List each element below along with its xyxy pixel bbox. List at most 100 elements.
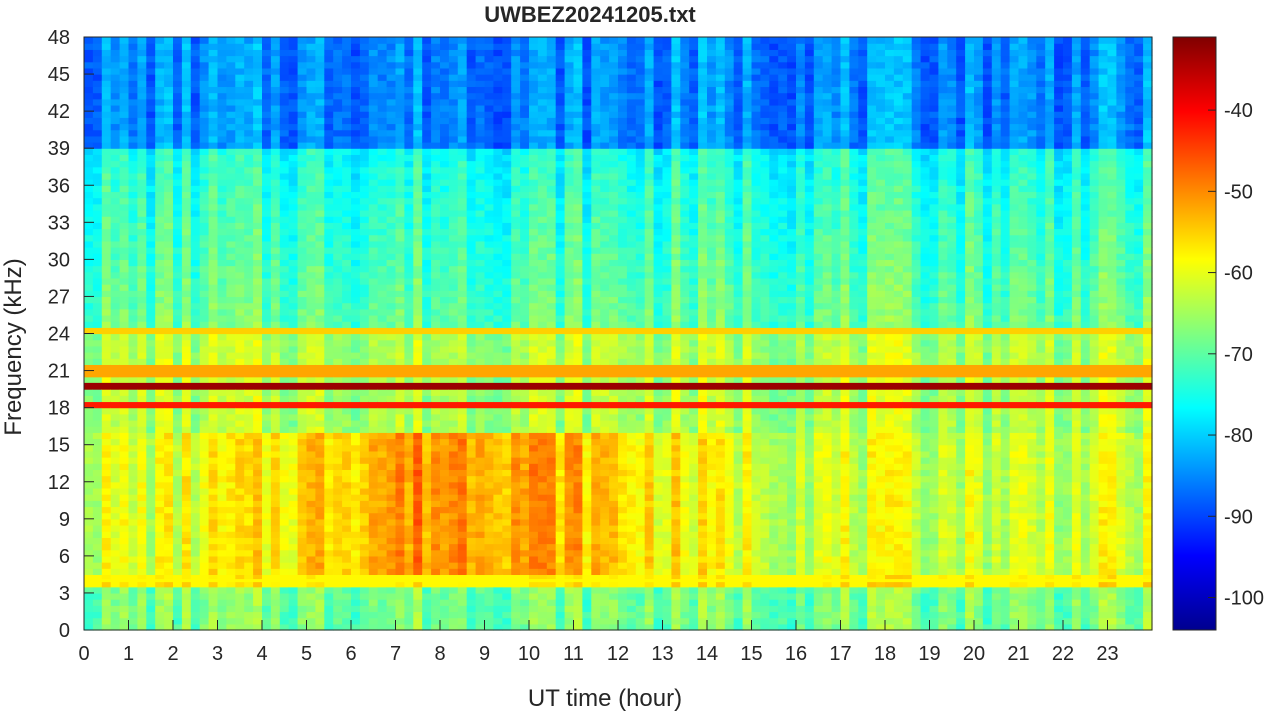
- heatmap-cell: [502, 500, 512, 507]
- heatmap-cell: [120, 395, 130, 402]
- heatmap-cell: [155, 611, 165, 618]
- heatmap-cell: [182, 346, 192, 353]
- heatmap-cell: [298, 519, 308, 526]
- heatmap-cell: [449, 426, 459, 433]
- heatmap-cell: [182, 37, 192, 44]
- heatmap-cell: [333, 62, 343, 69]
- heatmap-cell: [520, 247, 530, 254]
- heatmap-cell: [191, 259, 201, 266]
- heatmap-cell: [529, 74, 539, 81]
- heatmap-cell: [111, 439, 121, 446]
- heatmap-cell: [431, 43, 441, 50]
- heatmap-cell: [102, 241, 112, 248]
- heatmap-cell: [280, 117, 290, 124]
- heatmap-cell: [235, 420, 245, 427]
- heatmap-cell: [440, 377, 450, 384]
- heatmap-cell: [102, 476, 112, 483]
- heatmap-cell: [182, 494, 192, 501]
- heatmap-cell: [342, 290, 352, 297]
- heatmap-cell: [84, 544, 94, 551]
- heatmap-cell: [431, 352, 441, 359]
- heatmap-cell: [244, 519, 254, 526]
- heatmap-cell: [271, 185, 281, 192]
- heatmap-cell: [511, 408, 521, 415]
- heatmap-cell: [93, 278, 103, 285]
- heatmap-cell: [378, 161, 388, 168]
- heatmap-cell: [404, 519, 414, 526]
- heatmap-cell: [262, 506, 272, 513]
- heatmap-cell: [307, 482, 317, 489]
- heatmap-cell: [351, 395, 361, 402]
- heatmap-cell: [538, 154, 548, 161]
- heatmap-cell: [396, 469, 406, 476]
- heatmap-cell: [129, 599, 139, 606]
- heatmap-cell: [129, 482, 139, 489]
- heatmap-cell: [502, 247, 512, 254]
- heatmap-cell: [146, 451, 156, 458]
- heatmap-cell: [315, 445, 325, 452]
- heatmap-cell: [458, 37, 468, 44]
- heatmap-cell: [235, 439, 245, 446]
- heatmap-cell: [485, 167, 495, 174]
- heatmap-cell: [182, 544, 192, 551]
- heatmap-cell: [315, 68, 325, 75]
- heatmap-cell: [449, 494, 459, 501]
- heatmap-cell: [520, 185, 530, 192]
- heatmap-cell: [396, 191, 406, 198]
- heatmap-cell: [440, 439, 450, 446]
- heatmap-cell: [289, 408, 299, 415]
- heatmap-cell: [120, 161, 130, 168]
- heatmap-cell: [307, 587, 317, 594]
- heatmap-cell: [324, 154, 334, 161]
- heatmap-cell: [298, 266, 308, 273]
- heatmap-cell: [529, 303, 539, 310]
- heatmap-cell: [262, 142, 272, 149]
- heatmap-cell: [218, 618, 228, 625]
- heatmap-cell: [289, 68, 299, 75]
- heatmap-cell: [155, 395, 165, 402]
- heatmap-cell: [493, 451, 503, 458]
- heatmap-cell: [511, 426, 521, 433]
- heatmap-cell: [476, 296, 486, 303]
- heatmap-cell: [511, 395, 521, 402]
- heatmap-cell: [129, 185, 139, 192]
- heatmap-cell: [387, 315, 397, 322]
- heatmap-cell: [387, 463, 397, 470]
- heatmap-cell: [476, 340, 486, 347]
- heatmap-cell: [164, 86, 174, 93]
- heatmap-cell: [485, 241, 495, 248]
- heatmap-cell: [538, 463, 548, 470]
- heatmap-cell: [538, 99, 548, 106]
- heatmap-cell: [431, 476, 441, 483]
- heatmap-cell: [387, 173, 397, 180]
- heatmap-cell: [396, 266, 406, 273]
- heatmap-cell: [146, 463, 156, 470]
- heatmap-cell: [342, 537, 352, 544]
- heatmap-cell: [351, 179, 361, 186]
- heatmap-cell: [253, 451, 263, 458]
- heatmap-cell: [467, 389, 477, 396]
- heatmap-cell: [324, 469, 334, 476]
- heatmap-cell: [502, 185, 512, 192]
- heatmap-cell: [387, 235, 397, 242]
- heatmap-cell: [146, 525, 156, 532]
- heatmap-cell: [182, 56, 192, 63]
- heatmap-cell: [369, 599, 379, 606]
- heatmap-cell: [396, 537, 406, 544]
- heatmap-cell: [520, 457, 530, 464]
- heatmap-cell: [387, 321, 397, 328]
- heatmap-cell: [155, 358, 165, 365]
- heatmap-cell: [333, 451, 343, 458]
- heatmap-cell: [476, 537, 486, 544]
- heatmap-cell: [493, 562, 503, 569]
- heatmap-cell: [155, 420, 165, 427]
- heatmap-cell: [485, 222, 495, 229]
- heatmap-cell: [449, 111, 459, 118]
- heatmap-cell: [342, 123, 352, 130]
- heatmap-cell: [485, 43, 495, 50]
- heatmap-cell: [164, 525, 174, 532]
- heatmap-cell: [360, 599, 370, 606]
- heatmap-cell: [262, 439, 272, 446]
- heatmap-cell: [137, 358, 147, 365]
- heatmap-cell: [538, 272, 548, 279]
